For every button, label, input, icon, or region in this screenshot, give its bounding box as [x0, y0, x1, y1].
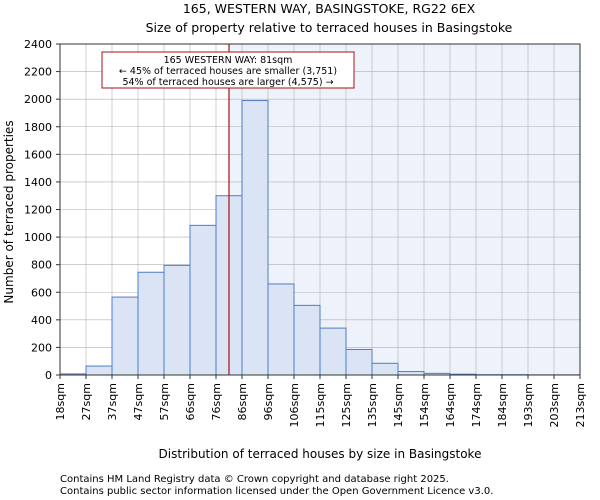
- histogram-bar: [293, 304, 321, 376]
- x-tick-label: 154sqm: [418, 383, 431, 427]
- y-tick-label: 1400: [24, 176, 52, 189]
- histogram-bar: [137, 271, 165, 376]
- y-tick-label: 1600: [24, 148, 52, 161]
- x-axis-label: Distribution of terraced houses by size …: [159, 447, 482, 461]
- x-tick-label: 27sqm: [80, 383, 93, 420]
- footer-line-2: Contains public sector information licen…: [60, 486, 493, 497]
- x-tick-label: 86sqm: [236, 383, 249, 420]
- x-tick-label: 37sqm: [106, 383, 119, 420]
- y-tick-label: 1800: [24, 121, 52, 134]
- histogram-bar: [345, 348, 373, 376]
- y-tick-label: 200: [31, 341, 52, 354]
- y-tick-label: 1200: [24, 204, 52, 217]
- y-axis-label: Number of terraced properties: [2, 120, 16, 303]
- y-tick-label: 2000: [24, 93, 52, 106]
- x-tick-label: 76sqm: [210, 383, 223, 420]
- annotation-box: [101, 51, 355, 89]
- y-tick-label: 1000: [24, 231, 52, 244]
- property-annotation: 165 WESTERN WAY: 81sqm ← 45% of terraced…: [101, 51, 355, 89]
- x-tick-label: 184sqm: [496, 383, 509, 427]
- annotation-line-3: 54% of terraced houses are larger (4,575…: [122, 77, 333, 88]
- x-tick-label: 106sqm: [288, 383, 301, 427]
- histogram-bar: [111, 296, 139, 376]
- x-tick-label: 115sqm: [314, 383, 327, 427]
- x-tick-label: 125sqm: [340, 383, 353, 427]
- x-tick-label: 66sqm: [184, 383, 197, 420]
- annotation-line-1: 165 WESTERN WAY: 81sqm: [164, 55, 293, 66]
- x-tick-label: 164sqm: [444, 383, 457, 427]
- plot-area: [59, 43, 581, 376]
- x-tick-label: 174sqm: [470, 383, 483, 427]
- x-tick-label: 145sqm: [392, 383, 405, 427]
- y-tick-label: 0: [45, 369, 52, 382]
- y-tick-label: 2400: [24, 38, 52, 51]
- y-tick-label: 600: [31, 286, 52, 299]
- y-tick-label: 2200: [24, 66, 52, 79]
- y-tick-label: 400: [31, 314, 52, 327]
- y-tick-label: 800: [31, 259, 52, 272]
- histogram-bar: [163, 264, 191, 376]
- histogram-bar: [371, 362, 399, 376]
- x-tick-label: 18sqm: [54, 383, 67, 420]
- x-tick-label: 57sqm: [158, 383, 171, 420]
- histogram-bar: [85, 365, 113, 376]
- chart-title: 165, WESTERN WAY, BASINGSTOKE, RG22 6EX: [183, 1, 476, 16]
- x-tick-label: 213sqm: [574, 383, 587, 427]
- x-tick-label: 193sqm: [522, 383, 535, 427]
- histogram-bar: [267, 283, 295, 376]
- x-tick-label: 203sqm: [548, 383, 561, 427]
- annotation-line-2: ← 45% of terraced houses are smaller (3,…: [119, 66, 337, 77]
- chart-subtitle: Size of property relative to terraced ho…: [146, 20, 513, 35]
- x-tick-label: 135sqm: [366, 383, 379, 427]
- x-axis-ticks: 18sqm 27sqm 37sqm 47sqm 57sqm 66sqm 76sqm 86sqm…: [54, 375, 587, 427]
- histogram-bar: [319, 327, 347, 376]
- histogram-bar: [397, 371, 425, 376]
- footer-line-1: Contains HM Land Registry data © Crown c…: [60, 474, 449, 485]
- x-tick-label: 47sqm: [132, 383, 145, 420]
- x-tick-label: 96sqm: [262, 383, 275, 420]
- histogram-bar: [189, 224, 217, 376]
- y-axis-ticks: 0 200 400 600 800 1000 1200 1400 1600 1800 2000 220…: [24, 38, 60, 382]
- histogram-bar: [241, 100, 269, 376]
- bars: [59, 100, 581, 376]
